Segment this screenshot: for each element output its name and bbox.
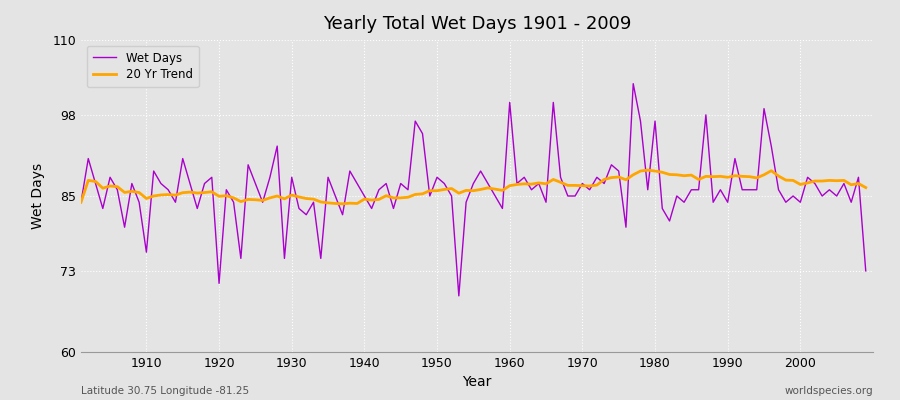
Wet Days: [628, 81, 639, 86]
Title: Yearly Total Wet Days 1901 - 2009: Yearly Total Wet Days 1901 - 2009: [323, 15, 631, 33]
Wet Days: [860, 268, 871, 273]
Y-axis label: Wet Days: Wet Days: [32, 163, 45, 229]
20 Yr Trend: [338, 201, 348, 206]
Wet Days: [511, 181, 522, 186]
Line: 20 Yr Trend: 20 Yr Trend: [81, 170, 866, 204]
20 Yr Trend: [860, 185, 871, 190]
20 Yr Trend: [345, 201, 356, 206]
Wet Days: [504, 100, 515, 105]
Text: Latitude 30.75 Longitude -81.25: Latitude 30.75 Longitude -81.25: [81, 386, 249, 396]
Wet Days: [76, 200, 86, 205]
20 Yr Trend: [511, 182, 522, 187]
Wet Days: [134, 200, 145, 205]
Wet Days: [293, 206, 304, 211]
20 Yr Trend: [504, 183, 515, 188]
20 Yr Trend: [76, 200, 86, 205]
20 Yr Trend: [598, 177, 609, 182]
X-axis label: Year: Year: [463, 376, 491, 390]
Legend: Wet Days, 20 Yr Trend: Wet Days, 20 Yr Trend: [87, 46, 199, 87]
20 Yr Trend: [643, 168, 653, 172]
Wet Days: [598, 181, 609, 186]
Wet Days: [338, 212, 348, 217]
Line: Wet Days: Wet Days: [81, 84, 866, 296]
20 Yr Trend: [293, 194, 304, 199]
Text: worldspecies.org: worldspecies.org: [785, 386, 873, 396]
Wet Days: [454, 294, 464, 298]
20 Yr Trend: [134, 190, 145, 195]
